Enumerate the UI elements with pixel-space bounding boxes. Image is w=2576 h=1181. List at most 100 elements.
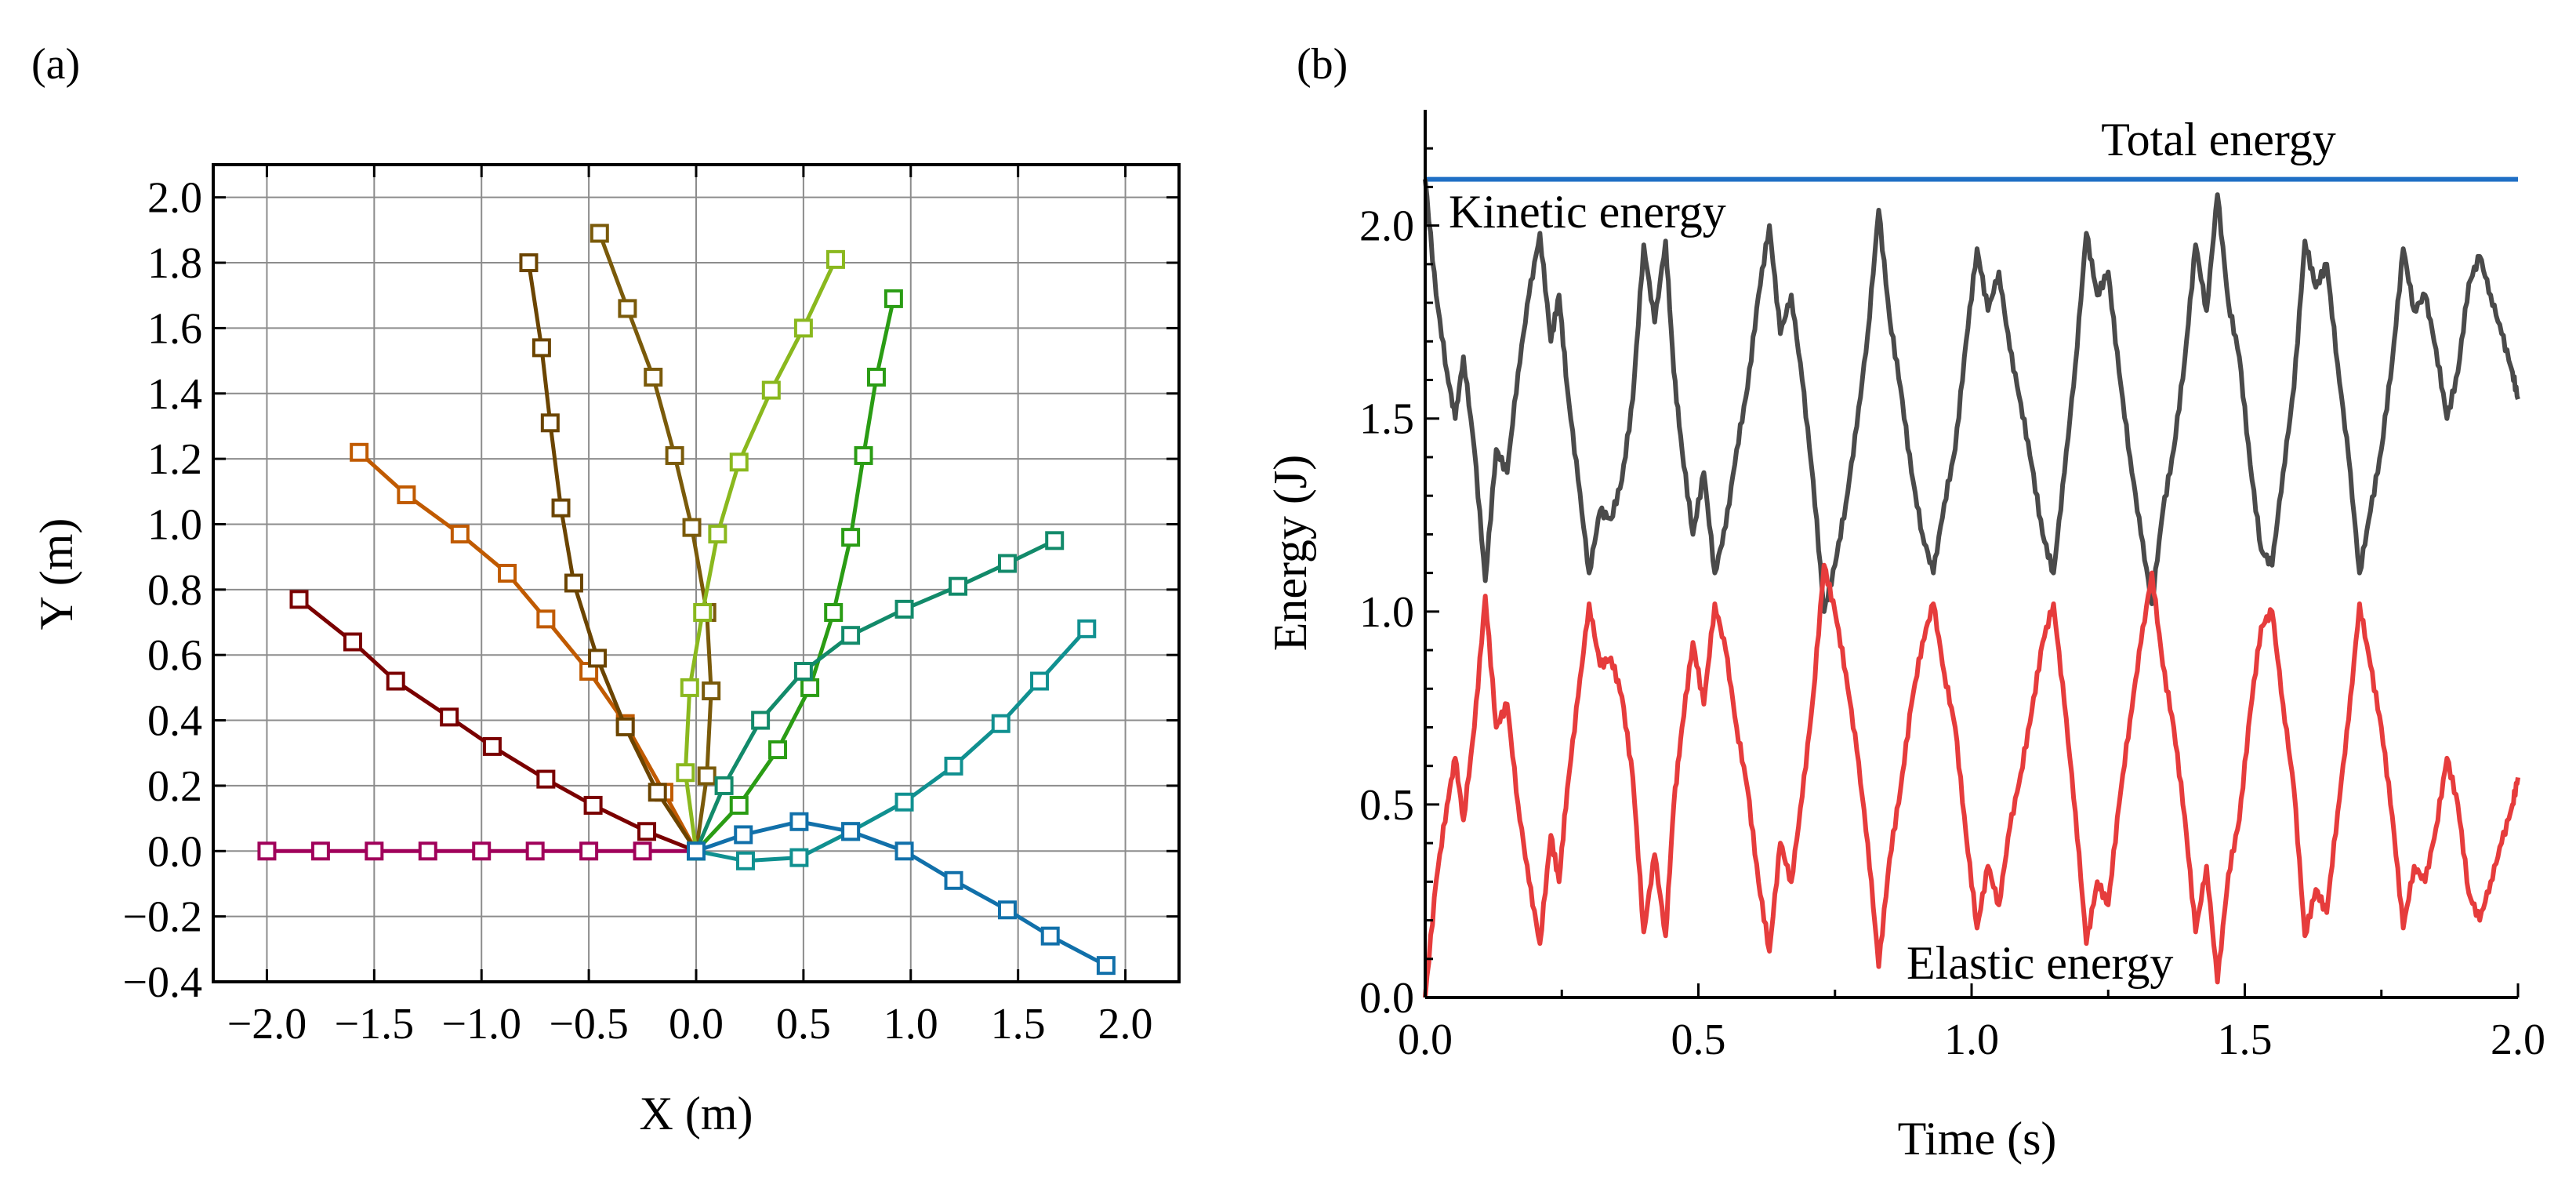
chart-b-ytick-label: 1.5 <box>1359 395 1414 444</box>
data-point <box>894 599 914 619</box>
data-point <box>793 318 813 338</box>
data-point <box>532 338 551 358</box>
chart-a-ytick-label: 1.8 <box>147 239 202 288</box>
data-point <box>579 841 599 861</box>
chart-a-ytick-label: 2.0 <box>147 174 202 223</box>
data-point <box>800 678 820 697</box>
chart-b-xtick-label: 0.5 <box>1671 1016 1726 1064</box>
data-point <box>793 662 813 681</box>
data-point <box>1096 956 1116 976</box>
data-point <box>536 769 556 789</box>
data-point <box>637 822 657 841</box>
kinetic-energy-annotation: Kinetic energy <box>1449 186 1726 238</box>
data-point <box>761 380 781 400</box>
chart-b-axes: 0.0 0.5 1.0 1.5 2.0 0.0 0.5 1.0 1.5 2.0 <box>1359 110 2545 1064</box>
data-point <box>841 626 861 645</box>
chart-b-ytick-label: 0.0 <box>1359 974 1414 1023</box>
data-point <box>991 714 1010 733</box>
data-point <box>714 776 734 795</box>
panel-label-a: (a) <box>31 40 80 89</box>
chart-a-ytick-label: 0.0 <box>147 827 202 876</box>
data-point <box>894 841 914 861</box>
data-point <box>257 841 277 861</box>
data-point <box>648 783 667 802</box>
data-point <box>472 841 492 861</box>
elastic-energy-annotation: Elastic energy <box>1907 937 2173 989</box>
chart-b-xtick-label: 2.0 <box>2491 1016 2545 1064</box>
data-point <box>825 249 845 269</box>
data-point <box>665 445 684 465</box>
data-point <box>289 590 309 609</box>
data-point <box>735 851 755 870</box>
data-point <box>676 763 695 783</box>
chart-a-ytick-label: 1.6 <box>147 304 202 353</box>
chart-a-ytick-label: 1.0 <box>147 500 202 549</box>
chart-a-xtick-label: 0.0 <box>669 1000 724 1048</box>
data-point <box>1045 531 1065 551</box>
chart-a-ytick-label: −0.2 <box>122 893 202 942</box>
data-point <box>680 678 699 697</box>
data-point <box>944 870 963 890</box>
data-point <box>365 841 384 861</box>
data-point <box>450 524 470 543</box>
chart-b-ytick-label: 2.0 <box>1359 202 1414 251</box>
series-line <box>695 627 1089 863</box>
data-point <box>540 413 560 433</box>
chart-a-ytick-label: 0.4 <box>147 697 202 746</box>
series-elastic-energy <box>1423 562 2520 998</box>
panel-label-b: (b) <box>1297 40 1348 89</box>
chart-a-xtick-label: 2.0 <box>1098 1000 1153 1048</box>
data-point <box>418 841 437 861</box>
data-point <box>729 795 749 815</box>
chart-b-xtick-label: 1.5 <box>2218 1016 2273 1064</box>
data-point <box>751 710 771 730</box>
data-point <box>498 564 517 583</box>
chart-a-series-rod-10 <box>687 812 1116 976</box>
chart-a-xtick-label: −0.5 <box>549 1000 629 1048</box>
data-point <box>734 825 753 845</box>
data-point <box>789 848 809 867</box>
data-point <box>824 603 844 623</box>
chart-b-xlabel: Time (s) <box>1898 1113 2057 1165</box>
data-point <box>697 766 717 786</box>
trajectory-chart: (a) −2.0 −1.5 −1.0 −0.5 0.0 0.5 1.0 1.5 2.0−0.4−… <box>31 40 1181 1139</box>
data-point <box>386 671 405 691</box>
data-point <box>894 792 914 812</box>
chart-b-xtick-label: 0.0 <box>1398 1016 1453 1064</box>
chart-b-ytick-label: 1.0 <box>1359 588 1414 637</box>
data-point <box>693 603 713 623</box>
chart-a-ytick-label: 0.6 <box>147 631 202 680</box>
data-point <box>768 740 788 760</box>
chart-b-ytick-label: 0.5 <box>1359 781 1414 830</box>
data-point <box>551 498 571 518</box>
data-point <box>644 367 663 387</box>
data-point <box>350 442 369 462</box>
data-point <box>564 573 583 593</box>
data-point <box>841 528 861 547</box>
series-line <box>695 298 896 852</box>
data-point <box>854 445 873 465</box>
chart-a-xtick-label: 1.5 <box>991 1000 1046 1048</box>
chart-a-series-rod-2 <box>289 590 706 861</box>
energy-chart: (b) 0.0 0.5 1.0 1.5 2.0 0.0 0.5 1.0 1.5 2.0 Total… <box>1264 40 2545 1165</box>
data-point <box>702 681 721 701</box>
data-point <box>618 299 637 318</box>
chart-b-ylabel: Energy (J) <box>1264 455 1316 652</box>
data-point <box>997 554 1017 573</box>
chart-a-ytick-label: 1.4 <box>147 370 202 419</box>
chart-a-xlabel: X (m) <box>640 1088 753 1139</box>
chart-a-series-rod-7 <box>687 289 903 861</box>
data-point <box>590 223 609 243</box>
data-point <box>519 253 539 273</box>
chart-a-xtick-label: −1.5 <box>335 1000 415 1048</box>
chart-b-xtick-label: 1.0 <box>1944 1016 1999 1064</box>
chart-a-ytick-label: 1.2 <box>147 435 202 484</box>
data-point <box>949 576 968 596</box>
series-line <box>694 539 1056 852</box>
data-point <box>525 841 545 861</box>
chart-a-xtick-label: 1.0 <box>883 1000 938 1048</box>
chart-a-xtick-label: −1.0 <box>441 1000 521 1048</box>
data-point <box>583 795 603 815</box>
data-point <box>944 756 963 776</box>
